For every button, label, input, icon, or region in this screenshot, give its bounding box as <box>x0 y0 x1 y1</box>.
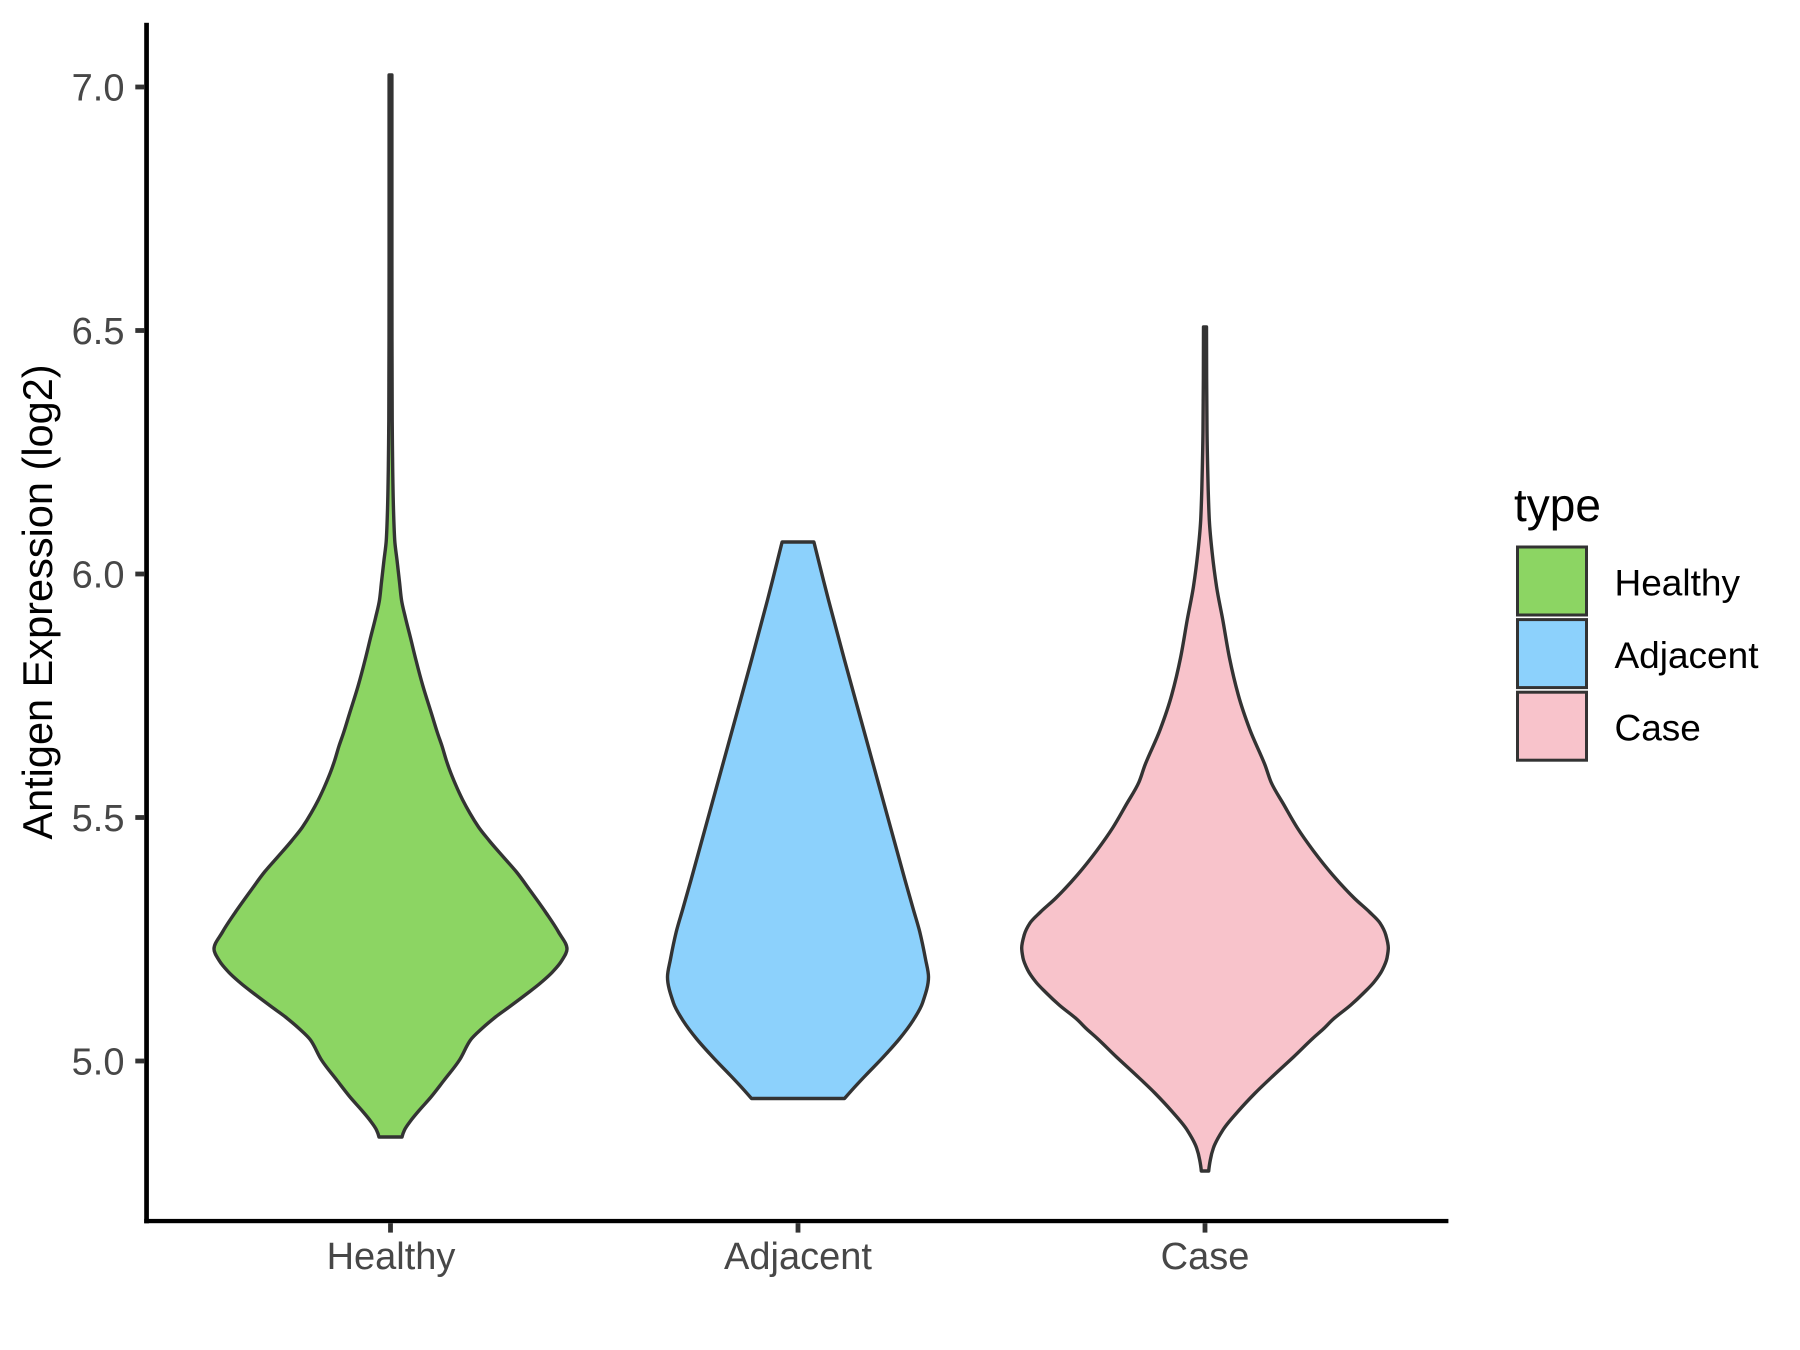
svg-text:Antigen Expression (log2): Antigen Expression (log2) <box>14 364 61 839</box>
svg-text:6.0: 6.0 <box>72 555 125 597</box>
svg-text:Healthy: Healthy <box>1615 563 1741 604</box>
svg-text:Case: Case <box>1161 1236 1250 1278</box>
svg-text:5.0: 5.0 <box>72 1042 125 1084</box>
svg-text:5.5: 5.5 <box>72 798 125 840</box>
svg-text:type: type <box>1514 479 1601 531</box>
svg-text:7.0: 7.0 <box>72 68 125 110</box>
svg-text:6.5: 6.5 <box>72 311 125 353</box>
svg-text:Case: Case <box>1615 708 1701 749</box>
svg-text:Adjacent: Adjacent <box>1615 635 1760 676</box>
svg-text:Adjacent: Adjacent <box>724 1236 872 1278</box>
svg-text:Healthy: Healthy <box>327 1236 456 1278</box>
